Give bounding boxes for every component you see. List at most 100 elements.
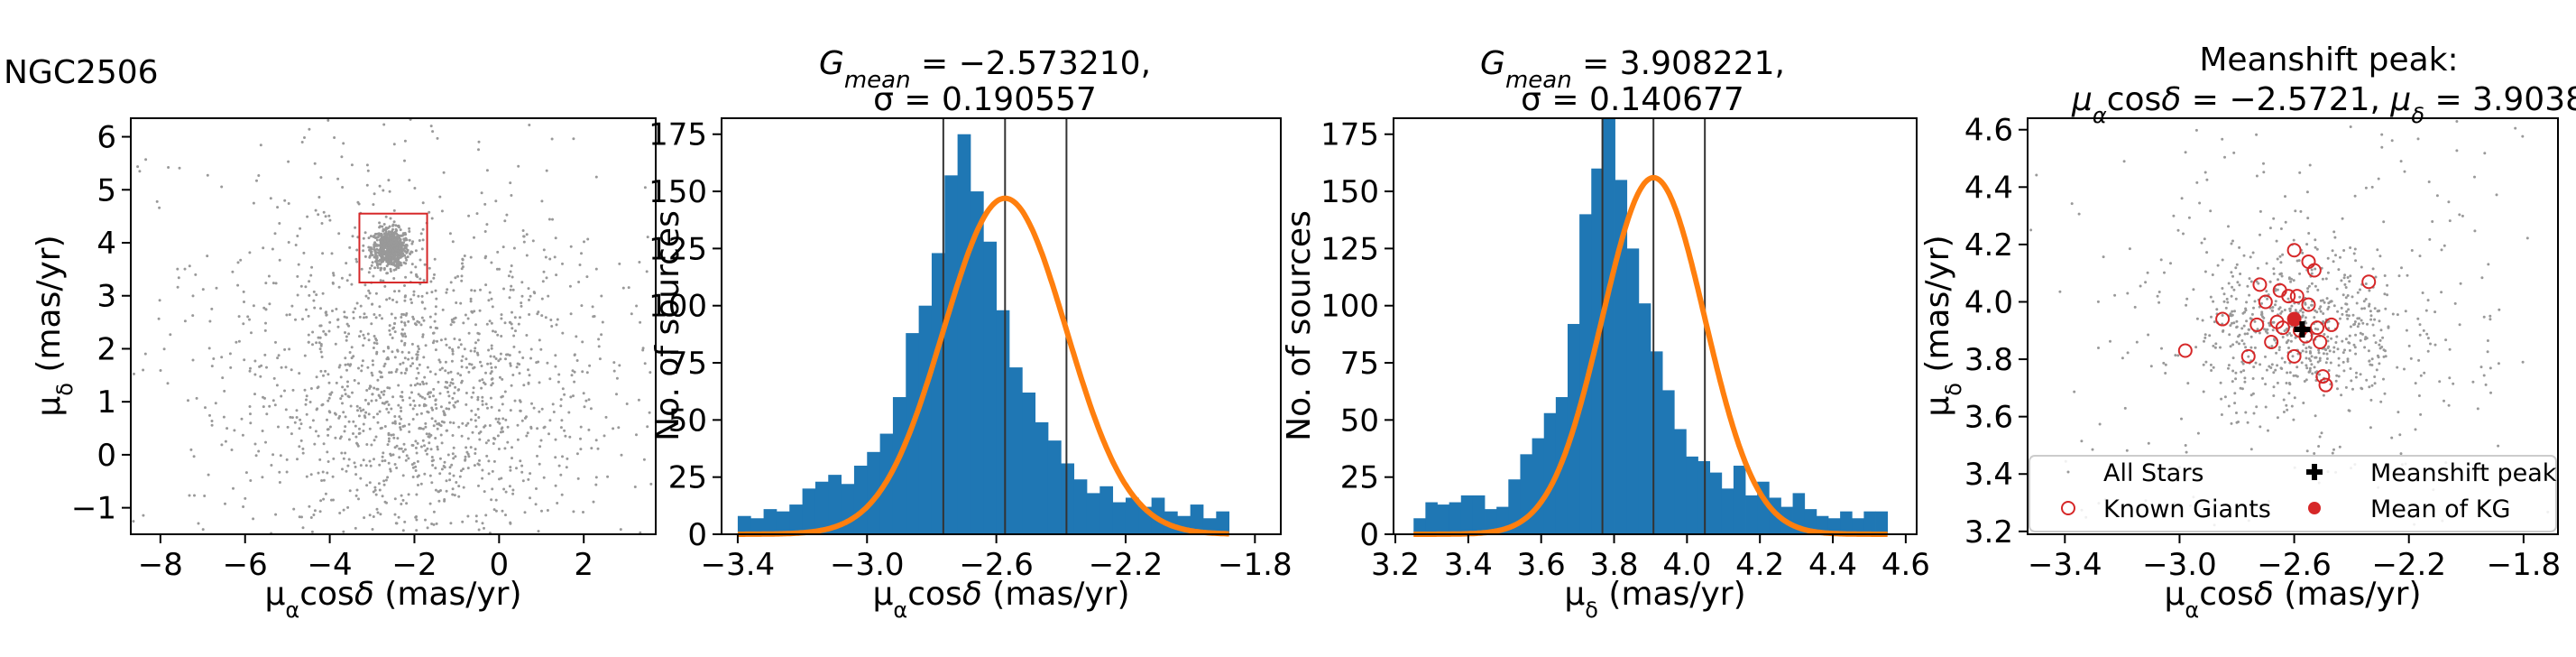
- star-point: [2310, 355, 2314, 358]
- star-point: [2373, 307, 2377, 310]
- x-tick-label: −2.6: [2257, 547, 2332, 583]
- histogram-bar: [1745, 495, 1758, 534]
- star-point: [554, 484, 557, 487]
- star-point: [2306, 290, 2310, 293]
- star-point: [2174, 354, 2177, 357]
- star-point: [2317, 348, 2321, 352]
- star-point: [394, 238, 398, 242]
- legend-meanshift-peak-label: Meanshift peak: [2370, 459, 2557, 487]
- x-tick-label: −4: [308, 547, 353, 583]
- star-point: [2341, 351, 2345, 355]
- star-point: [391, 337, 394, 339]
- star-point: [582, 511, 584, 514]
- star-point: [2343, 273, 2347, 277]
- star-point: [2310, 272, 2314, 275]
- star-point: [399, 250, 402, 254]
- star-point: [477, 484, 480, 487]
- star-point: [430, 217, 434, 220]
- star-point: [322, 210, 326, 214]
- star-point: [2447, 403, 2451, 407]
- star-point: [490, 347, 493, 350]
- star-point: [2308, 370, 2312, 374]
- star-point: [466, 514, 470, 518]
- star-point: [422, 319, 426, 322]
- star-point: [426, 366, 429, 369]
- known-giant-marker: [2252, 277, 2268, 292]
- star-point: [2361, 332, 2364, 336]
- star-point: [409, 271, 413, 274]
- star-point: [477, 148, 480, 152]
- star-point: [411, 240, 415, 244]
- star-point: [363, 254, 367, 258]
- star-point: [344, 331, 346, 334]
- chart-title-line1: Gmean = −2.573210,: [819, 45, 1151, 94]
- star-point: [2347, 409, 2351, 412]
- star-point: [300, 141, 304, 143]
- star-point: [320, 403, 324, 407]
- star-point: [2272, 385, 2276, 389]
- star-point: [341, 402, 344, 405]
- star-point: [529, 427, 533, 430]
- star-point: [391, 350, 394, 354]
- star-point: [387, 403, 391, 406]
- star-point: [320, 479, 324, 482]
- y-tick-label: 100: [1320, 289, 1379, 325]
- star-point: [326, 450, 329, 454]
- star-point: [2314, 245, 2317, 249]
- star-point: [372, 515, 375, 518]
- star-point: [287, 241, 290, 244]
- star-point: [434, 305, 437, 309]
- star-point: [373, 255, 376, 259]
- y-tick-label: 2: [97, 331, 116, 367]
- star-point: [445, 479, 448, 483]
- star-point: [2374, 341, 2378, 345]
- star-point: [464, 458, 467, 461]
- gaussian-fit-curve: [737, 195, 1229, 537]
- star-point: [420, 395, 424, 399]
- star-point: [299, 284, 303, 288]
- star-point: [400, 503, 403, 505]
- star-point: [367, 338, 371, 342]
- star-point: [2335, 374, 2339, 377]
- star-point: [338, 437, 342, 440]
- star-point: [419, 258, 422, 262]
- star-point: [378, 250, 382, 254]
- star-point: [313, 442, 317, 446]
- star-point: [2314, 284, 2317, 288]
- star-point: [434, 488, 437, 492]
- star-point: [481, 403, 484, 406]
- star-point: [373, 335, 376, 338]
- star-point: [567, 411, 571, 414]
- star-point: [2325, 297, 2329, 301]
- star-point: [499, 352, 502, 356]
- star-point: [2281, 253, 2285, 256]
- star-point: [2334, 254, 2337, 257]
- histogram-bar: [867, 451, 881, 534]
- star-point: [195, 396, 198, 400]
- star-point: [319, 324, 323, 328]
- star-point: [2213, 346, 2217, 349]
- star-point: [474, 341, 477, 345]
- star-point: [510, 194, 513, 197]
- star-point: [393, 316, 397, 319]
- star-point: [235, 340, 238, 344]
- star-point: [409, 384, 413, 387]
- star-point: [572, 510, 575, 514]
- star-point: [2147, 333, 2150, 337]
- star-point: [2149, 365, 2153, 368]
- star-point: [400, 410, 403, 412]
- star-point: [2288, 371, 2292, 375]
- star-point: [371, 302, 373, 306]
- star-point: [2455, 120, 2459, 123]
- star-point: [528, 374, 531, 377]
- star-point: [2355, 371, 2358, 375]
- star-point: [2305, 364, 2308, 367]
- star-point: [210, 307, 214, 310]
- star-point: [590, 447, 593, 450]
- star-point: [386, 476, 390, 479]
- x-tick-label: −2.2: [1089, 547, 1164, 583]
- star-point: [2238, 283, 2241, 287]
- star-point: [392, 261, 396, 264]
- star-point: [2521, 134, 2525, 138]
- star-point: [354, 465, 357, 468]
